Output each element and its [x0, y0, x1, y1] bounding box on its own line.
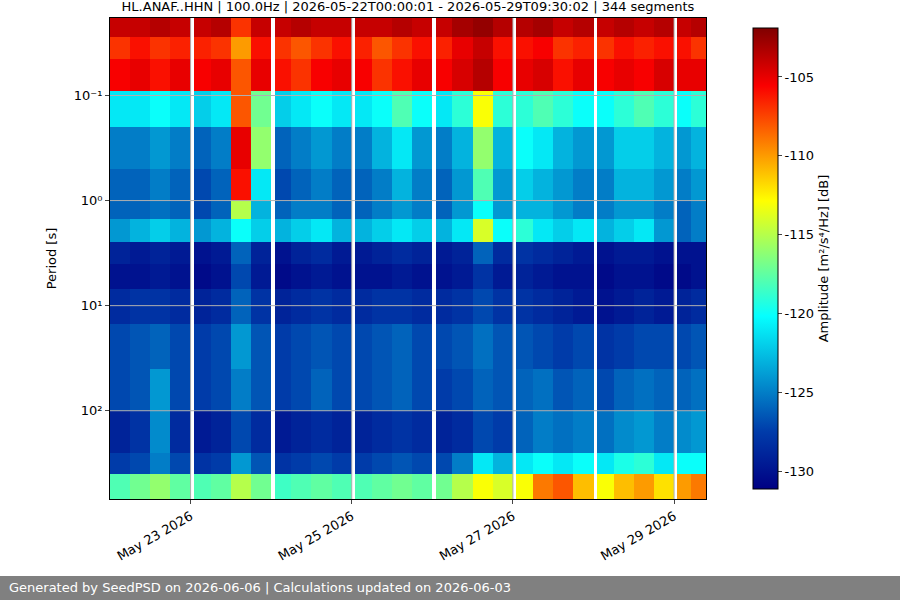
svg-text:Amplitude [m²/s⁴/Hz] [dB]: Amplitude [m²/s⁴/Hz] [dB]	[816, 175, 831, 343]
svg-text:May 27 2026: May 27 2026	[437, 508, 518, 563]
svg-text:Period [s]: Period [s]	[44, 228, 59, 290]
svg-text:10⁰: 10⁰	[81, 193, 103, 208]
svg-text:-130: -130	[785, 464, 815, 479]
svg-text:-120: -120	[785, 306, 815, 321]
svg-text:May 29 2026: May 29 2026	[598, 508, 679, 563]
svg-text:-105: -105	[785, 69, 815, 84]
svg-text:May 25 2026: May 25 2026	[276, 508, 357, 563]
svg-text:-110: -110	[785, 148, 815, 163]
svg-text:10¹: 10¹	[81, 298, 103, 313]
svg-text:May 23 2026: May 23 2026	[114, 508, 195, 563]
svg-text:10²: 10²	[81, 403, 103, 418]
svg-text:-115: -115	[785, 227, 815, 242]
svg-text:HL.ANAF..HHN | 100.0Hz | 2026-: HL.ANAF..HHN | 100.0Hz | 2026-05-22T00:0…	[122, 0, 695, 14]
svg-text:-125: -125	[785, 385, 815, 400]
svg-text:10⁻¹: 10⁻¹	[74, 88, 103, 103]
html-text:Generated by SeedPSD on 2026-0: Generated by SeedPSD on 2026-06-06 | Cal…	[9, 580, 511, 595]
